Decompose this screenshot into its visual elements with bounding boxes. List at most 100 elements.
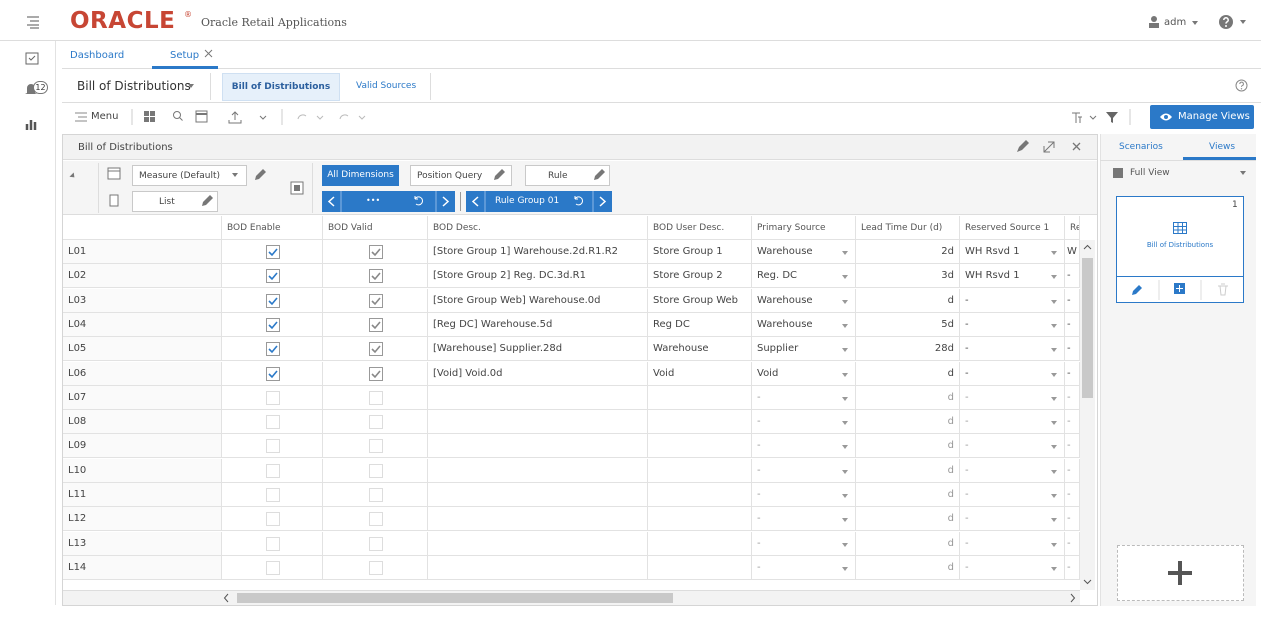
dropdown-caret[interactable] xyxy=(842,348,848,353)
checkbox[interactable] xyxy=(265,390,280,405)
checkbox[interactable] xyxy=(368,415,383,430)
nav-toggle[interactable] xyxy=(25,14,41,30)
rule-button[interactable]: Rule xyxy=(525,165,610,186)
checkbox-checked[interactable] xyxy=(368,366,383,381)
checkbox[interactable] xyxy=(265,463,280,478)
checkbox-checked[interactable] xyxy=(265,317,280,332)
tasks-icon[interactable] xyxy=(25,51,39,65)
dropdown-caret[interactable] xyxy=(842,566,848,571)
dropdown-caret[interactable] xyxy=(842,421,848,426)
dropdown-caret[interactable] xyxy=(1051,469,1057,474)
scroll-arrows[interactable] xyxy=(1082,243,1093,588)
checkbox-checked[interactable] xyxy=(368,317,383,332)
edit-icon[interactable] xyxy=(200,194,214,208)
checkbox[interactable] xyxy=(368,439,383,454)
column-header[interactable]: BOD Valid xyxy=(323,216,428,240)
column-header[interactable]: BOD Desc. xyxy=(428,216,648,240)
edit-icon[interactable] xyxy=(492,168,506,182)
column-header[interactable]: Lead Time Dur (d) xyxy=(856,216,960,240)
checkbox[interactable] xyxy=(265,439,280,454)
tab[interactable]: Dashboard xyxy=(70,50,125,61)
checkbox-checked[interactable] xyxy=(368,269,383,284)
subtab-active[interactable]: Bill of Distributions xyxy=(222,73,340,101)
scroll-thumb[interactable] xyxy=(1082,258,1093,398)
pivot-icon[interactable] xyxy=(290,181,304,195)
toolbar-right-icons[interactable] xyxy=(1070,108,1142,126)
layout-select[interactable]: List xyxy=(132,191,218,212)
scroll-thumb[interactable] xyxy=(237,593,673,603)
column-header[interactable]: Re xyxy=(1065,216,1080,240)
dropdown-caret[interactable] xyxy=(842,469,848,474)
dropdown-caret[interactable] xyxy=(842,323,848,328)
view-actions[interactable] xyxy=(1014,139,1090,155)
checkbox[interactable] xyxy=(368,390,383,405)
menu-button[interactable]: Menu xyxy=(91,111,119,122)
edit-icon[interactable] xyxy=(592,168,606,182)
checkbox-checked[interactable] xyxy=(265,269,280,284)
dropdown-caret[interactable] xyxy=(1051,518,1057,523)
checkbox[interactable] xyxy=(265,488,280,502)
all-dimensions-button[interactable]: All Dimensions xyxy=(322,165,399,186)
column-header[interactable]: Reserved Source 1 xyxy=(960,216,1065,240)
reports-icon[interactable] xyxy=(25,117,39,131)
checkbox[interactable] xyxy=(265,512,280,527)
checkbox[interactable] xyxy=(368,560,383,575)
toolbar-icons[interactable] xyxy=(130,108,390,126)
dropdown-caret[interactable] xyxy=(842,372,848,377)
help-icon[interactable] xyxy=(1218,14,1234,30)
checkbox[interactable] xyxy=(265,560,280,575)
column-header[interactable]: Primary Source xyxy=(752,216,856,240)
user-icon xyxy=(1149,16,1159,28)
dropdown-caret[interactable] xyxy=(842,542,848,547)
dropdown-caret[interactable] xyxy=(1051,396,1057,401)
dropdown-caret[interactable] xyxy=(842,494,848,498)
dropdown-caret[interactable] xyxy=(1051,542,1057,547)
view-card-actions[interactable] xyxy=(1117,278,1243,302)
dimension-nav[interactable] xyxy=(322,191,455,212)
checkbox[interactable] xyxy=(368,488,383,502)
checkbox[interactable] xyxy=(368,512,383,527)
side-tab[interactable]: Views xyxy=(1209,142,1236,152)
dropdown-caret[interactable] xyxy=(842,251,848,255)
checkbox-checked[interactable] xyxy=(265,342,280,357)
dropdown-caret[interactable] xyxy=(1051,445,1057,450)
checkbox[interactable] xyxy=(368,536,383,551)
tab-close[interactable] xyxy=(204,49,213,58)
checkbox-checked[interactable] xyxy=(265,366,280,381)
checkbox-checked[interactable] xyxy=(368,245,383,259)
checkbox-checked[interactable] xyxy=(265,293,280,308)
workspace-title[interactable]: Bill of Distributions xyxy=(77,79,191,93)
dropdown-caret[interactable] xyxy=(1051,348,1057,353)
view-select[interactable]: Full View xyxy=(1130,168,1170,178)
checkbox[interactable] xyxy=(265,536,280,551)
checkbox-checked[interactable] xyxy=(368,293,383,308)
dropdown-caret[interactable] xyxy=(1051,323,1057,328)
dropdown-caret[interactable] xyxy=(1051,494,1057,498)
dropdown-caret[interactable] xyxy=(842,275,848,280)
column-header[interactable]: BOD Enable xyxy=(222,216,323,240)
dropdown-caret[interactable] xyxy=(842,445,848,450)
checkbox[interactable] xyxy=(368,463,383,478)
edit-icon[interactable] xyxy=(253,168,267,182)
dropdown-caret[interactable] xyxy=(842,518,848,523)
scroll-arrows[interactable] xyxy=(222,592,1078,604)
measure-select[interactable]: Measure (Default) xyxy=(132,165,247,186)
side-tab[interactable]: Scenarios xyxy=(1119,142,1163,152)
dropdown-caret[interactable] xyxy=(1051,566,1057,571)
page-help[interactable] xyxy=(1235,79,1248,92)
checkbox[interactable] xyxy=(265,415,280,430)
checkbox-checked[interactable] xyxy=(265,245,280,259)
dropdown-caret[interactable] xyxy=(1051,251,1057,255)
dropdown-caret[interactable] xyxy=(1051,275,1057,280)
user-name[interactable]: adm xyxy=(1164,17,1187,28)
dropdown-caret[interactable] xyxy=(1051,299,1057,304)
subtab[interactable]: Valid Sources xyxy=(356,81,417,91)
dropdown-caret[interactable] xyxy=(842,396,848,401)
dropdown-caret[interactable] xyxy=(1051,372,1057,377)
checkbox-checked[interactable] xyxy=(368,342,383,357)
position-query-button[interactable]: Position Query xyxy=(410,165,512,186)
dropdown-caret[interactable] xyxy=(842,299,848,304)
tab[interactable]: Setup xyxy=(170,50,200,61)
column-header[interactable]: BOD User Desc. xyxy=(648,216,752,240)
dropdown-caret[interactable] xyxy=(1051,421,1057,426)
